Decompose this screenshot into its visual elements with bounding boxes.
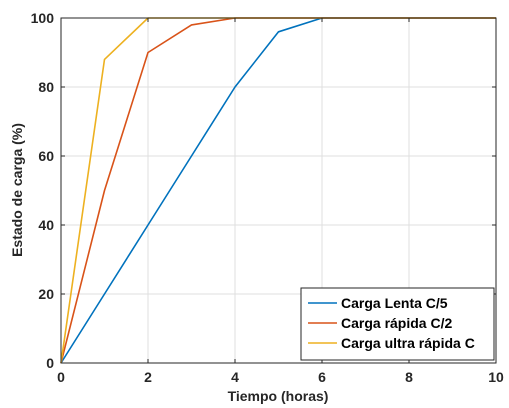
y-tick-label: 20 xyxy=(38,286,54,302)
legend-label-2: Carga rápida C/2 xyxy=(341,315,452,331)
y-tick-label: 80 xyxy=(38,79,54,95)
x-tick-label: 0 xyxy=(57,369,65,385)
y-tick-label: 100 xyxy=(31,10,55,26)
legend-label-3: Carga ultra rápida C xyxy=(341,335,475,351)
x-tick-label: 2 xyxy=(144,369,152,385)
y-axis-label: Estado de carga (%) xyxy=(9,123,25,257)
y-tick-label: 60 xyxy=(38,148,54,164)
plot-frame xyxy=(60,17,497,364)
legend-label-1: Carga Lenta C/5 xyxy=(341,295,448,311)
x-tick-label: 4 xyxy=(231,369,239,385)
legend-box xyxy=(300,287,495,361)
y-tick-label: 0 xyxy=(46,355,54,371)
legend: Carga Lenta C/5 Carga rápida C/2 Carga ult… xyxy=(300,287,495,361)
x-axis-label: Tiempo (horas) xyxy=(228,388,329,404)
y-tick-label: 40 xyxy=(38,217,54,233)
x-tick-label: 8 xyxy=(405,369,413,385)
x-tick-label: 6 xyxy=(318,369,326,385)
x-tick-label: 10 xyxy=(488,369,504,385)
grid xyxy=(60,17,497,364)
